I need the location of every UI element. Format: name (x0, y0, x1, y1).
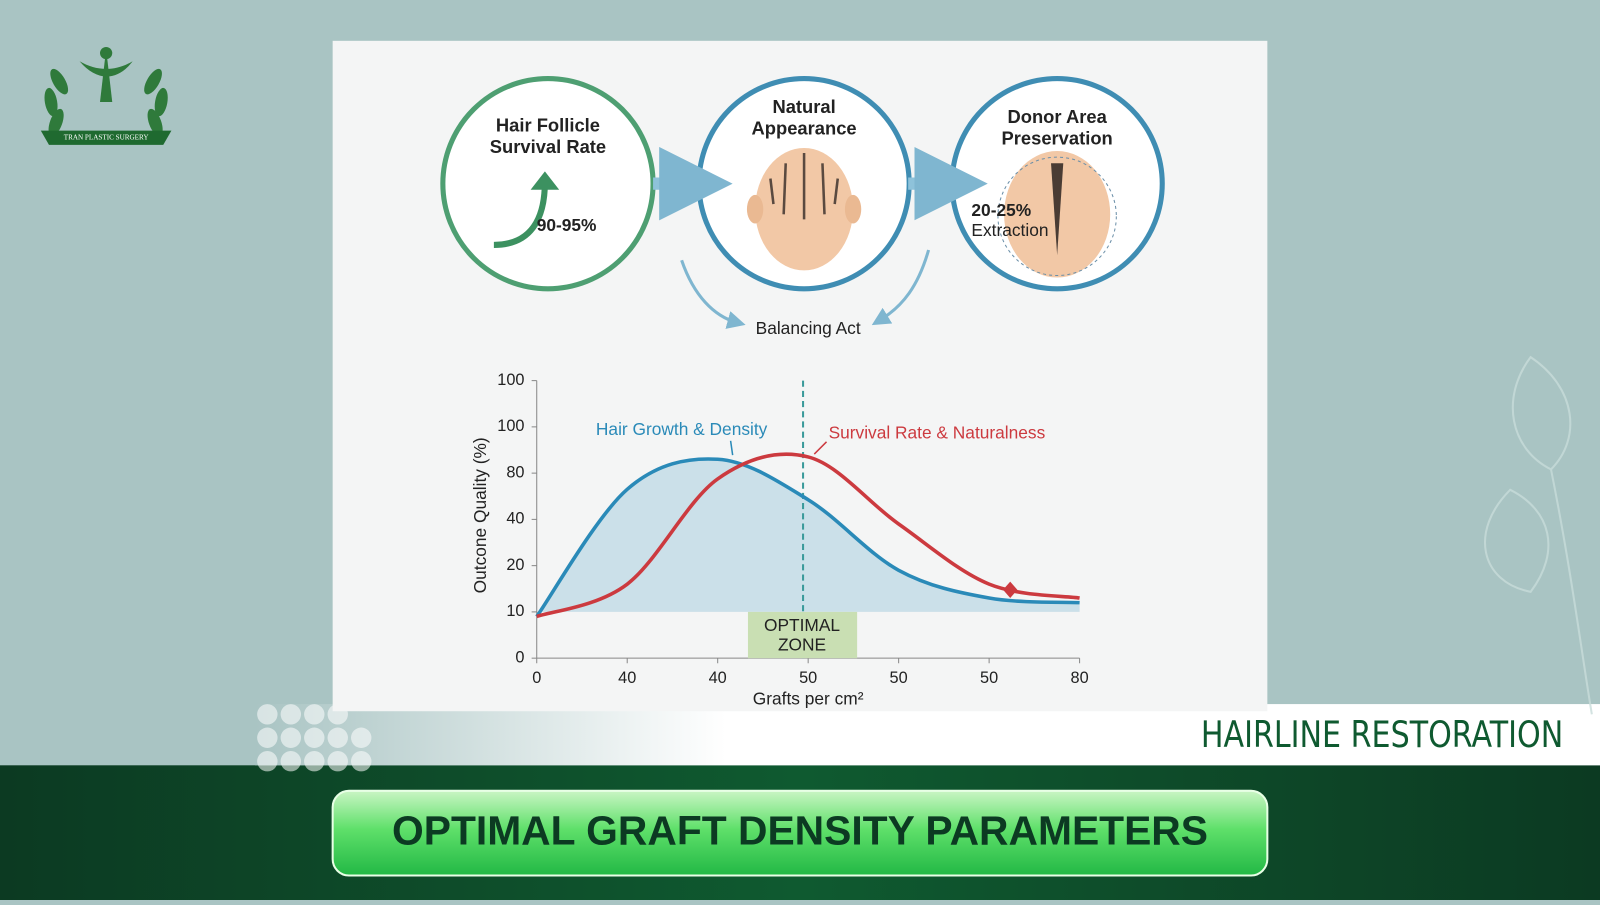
dot-pattern (257, 704, 372, 772)
x-tick-label: 50 (890, 669, 908, 687)
logo-text: TRAN PLASTIC SURGERY (64, 133, 149, 141)
circle-note: 20-25% (971, 200, 1031, 220)
growth-arrow-head (530, 171, 560, 190)
slide-title: OPTIMAL GRAFT DENSITY PARAMETERS (392, 807, 1208, 853)
y-tick-label: 100 (497, 371, 524, 389)
zone-label: ZONE (778, 634, 826, 654)
circle-title: Hair Follicle (496, 114, 600, 135)
logo: TRAN PLASTIC SURGERY (40, 46, 172, 145)
circle-title: Donor Area (1007, 106, 1107, 127)
series-line (535, 457, 1080, 618)
x-tick-label: 80 (1071, 669, 1089, 687)
chart: 0 10 20 40 80 100 100 0 40 40 50 50 50 80 Grafts per c… (470, 371, 1088, 709)
y-axis-label: Outcone Quality (%) (470, 437, 490, 593)
balance-arrow (871, 249, 931, 326)
zone-label: OPTIMAL (764, 615, 840, 635)
x-tick-label: 40 (709, 669, 727, 687)
x-tick-label: 50 (980, 669, 998, 687)
circle-title: Preservation (1002, 128, 1113, 149)
area-fill (536, 458, 1080, 617)
legend-pointer (813, 441, 828, 455)
diagram-caption: Balancing Act (756, 318, 861, 338)
x-tick-label: 40 (618, 669, 636, 687)
optimal-zone (747, 611, 858, 659)
circle-title: Survival Rate (490, 136, 606, 157)
y-tick-label: 0 (515, 648, 524, 666)
x-tick-label: 0 (532, 669, 541, 687)
y-tick-label: 80 (506, 463, 524, 481)
legend-label: Hair Growth & Density (596, 419, 768, 439)
leaf-decoration (1484, 355, 1593, 715)
donor-head-illustration (997, 151, 1117, 278)
circle-note: 90-95% (537, 215, 597, 235)
legend-label: Survival Rate & Naturalness (829, 422, 1046, 442)
y-tick-label: 40 (506, 510, 524, 528)
title-button (331, 789, 1269, 877)
x-axis-label: Grafts per cm² (753, 689, 864, 709)
head-illustration (746, 147, 862, 271)
topic-tag: HAIRLINE RESTORATION (1201, 713, 1563, 756)
circle-title: Natural (772, 96, 835, 117)
y-tick-label: 10 (506, 602, 524, 620)
tag-strip (255, 704, 1600, 766)
legend-pointer (729, 440, 734, 456)
circle-note: Extraction (971, 220, 1048, 240)
x-tick-label: 50 (799, 669, 817, 687)
series-line (536, 452, 1080, 619)
y-tick-label: 100 (497, 417, 524, 435)
circle-title: Appearance (752, 117, 857, 138)
growth-arrow (493, 181, 548, 248)
y-tick-label: 20 (506, 556, 524, 574)
balance-arrow (680, 259, 746, 329)
